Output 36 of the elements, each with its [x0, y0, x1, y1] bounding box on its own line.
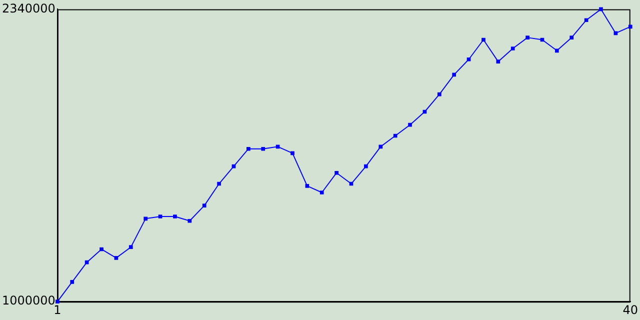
- point: [334, 170, 338, 175]
- point: [100, 247, 104, 252]
- y-tick-label: 2340000: [2, 1, 56, 16]
- x-tick-label: 1: [54, 302, 62, 317]
- point: [364, 164, 368, 168]
- point: [202, 204, 206, 208]
- point: [320, 190, 324, 194]
- point: [584, 18, 588, 22]
- point: [290, 151, 294, 156]
- point: [466, 57, 471, 62]
- point: [437, 92, 442, 96]
- point: [144, 216, 148, 221]
- point: [496, 60, 500, 64]
- point: [510, 46, 515, 50]
- point: [599, 7, 603, 12]
- point: [378, 144, 383, 149]
- point: [628, 24, 632, 29]
- point: [70, 280, 74, 284]
- point: [482, 38, 486, 42]
- y-tick-label: 1000000: [2, 294, 56, 308]
- point: [114, 256, 118, 260]
- point: [158, 214, 162, 218]
- x-tick-label: 40: [622, 302, 638, 317]
- point: [408, 122, 412, 127]
- point: [526, 36, 530, 40]
- point: [261, 146, 266, 151]
- point: [452, 72, 456, 77]
- point: [173, 214, 177, 218]
- point: [188, 218, 192, 223]
- point: [555, 48, 559, 53]
- point: [246, 146, 250, 151]
- point: [128, 245, 133, 249]
- point: [56, 300, 60, 304]
- point: [217, 182, 221, 186]
- point: [570, 36, 574, 40]
- point: [305, 184, 310, 188]
